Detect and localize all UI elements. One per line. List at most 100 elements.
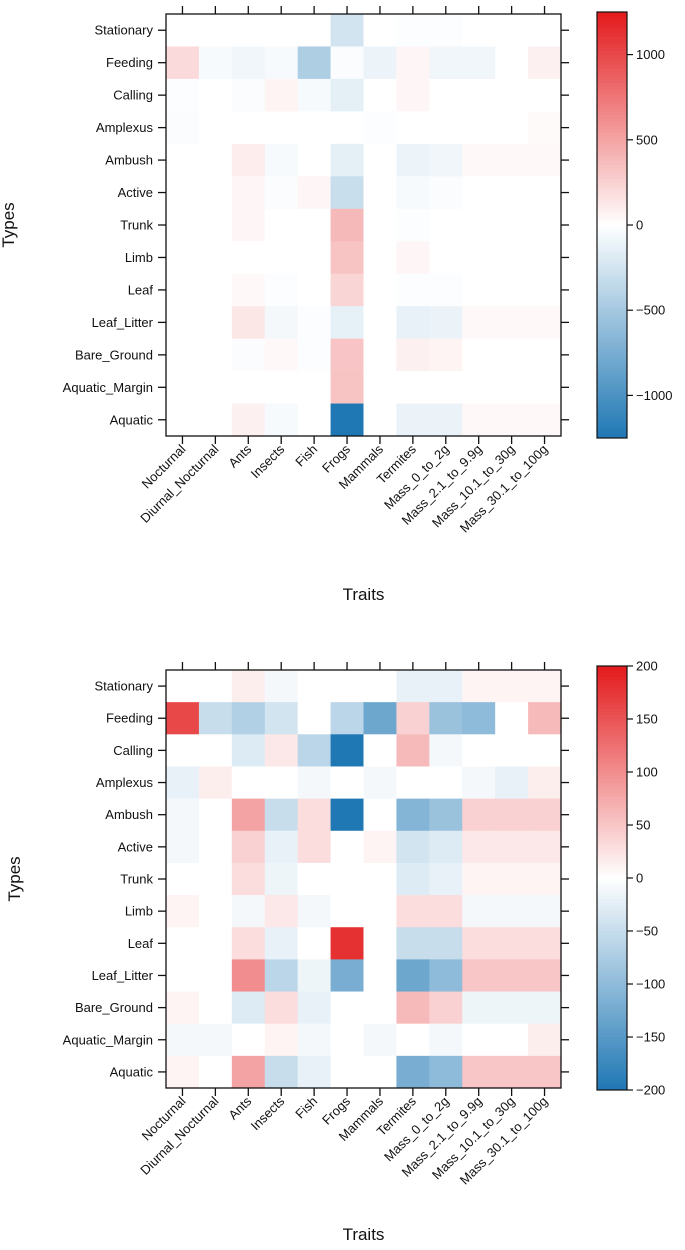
heatmap-cell [363, 338, 397, 372]
heatmap-cell [264, 338, 299, 372]
heatmap-cell [396, 176, 430, 210]
colorbar-segment [597, 384, 627, 389]
colorbar-segment [597, 754, 627, 759]
colorbar-segment [597, 902, 627, 907]
heatmap-cell [363, 403, 397, 437]
heatmap-cell [264, 862, 299, 896]
heatmap-cell [198, 830, 233, 864]
heatmap-cell [264, 78, 299, 112]
heatmap-cell [396, 403, 430, 437]
heatmap-cell [297, 143, 332, 177]
heatmap-cell [231, 959, 266, 993]
heatmap-cell [330, 111, 364, 145]
heatmap-cell [297, 176, 332, 210]
heatmap-cell [166, 702, 200, 735]
heatmap-cell [166, 895, 200, 928]
colorbar-segment [597, 402, 627, 407]
colorbar-segment [597, 274, 627, 279]
colorbar-segment [597, 1026, 627, 1031]
colorbar-segment [597, 296, 627, 300]
heatmap-cell [297, 273, 332, 307]
colorbar-segment [597, 796, 627, 801]
heatmap-cell [166, 338, 200, 372]
heatmap-cell [231, 1023, 266, 1057]
colorbar-segment [597, 927, 627, 932]
heatmap-cell [462, 927, 496, 960]
colorbar-segment [597, 846, 627, 851]
colorbar-segment [597, 810, 627, 815]
heatmap-cell [198, 959, 233, 993]
heatmap-cell [429, 46, 463, 80]
heatmap-cell [297, 991, 332, 1025]
heatmap-cell [264, 670, 299, 703]
colorbar-segment [597, 22, 627, 27]
colorbar-segment [597, 267, 627, 272]
heatmap-cell [396, 927, 430, 960]
colorbar-segment [597, 288, 627, 293]
y-tick-label: Calling [113, 88, 153, 103]
colorbar-segment [597, 416, 627, 421]
colorbar-segment [597, 310, 627, 315]
heatmap-cell [495, 143, 529, 177]
heatmap-cell [528, 959, 562, 993]
colorbar-segment [597, 832, 627, 836]
heatmap-cell [198, 176, 233, 210]
colorbar-segment [597, 239, 627, 244]
colorbar-segment [597, 1044, 627, 1048]
heatmap-cell [495, 14, 529, 47]
heatmap-cell [198, 306, 233, 340]
heatmap-cell [231, 798, 266, 832]
colorbar-segment [597, 980, 627, 985]
colorbar-segment [597, 129, 627, 134]
colorbar-segment [597, 51, 627, 55]
heatmap-cell [495, 338, 529, 372]
heatmap-cell [297, 241, 332, 275]
colorbar-segment [597, 779, 627, 783]
heatmap-cell [330, 830, 364, 864]
heatmap-cell [528, 403, 562, 437]
colorbar-segment [597, 430, 627, 435]
heatmap-cell [495, 734, 529, 767]
colorbar-segment [597, 920, 627, 925]
heatmap-cell [198, 338, 233, 372]
heatmap-cell [495, 766, 529, 800]
colorbar-segment [597, 19, 627, 24]
colorbar-segment [597, 895, 627, 900]
colorbar-segment [597, 29, 627, 34]
heatmap-cell [264, 702, 299, 735]
heatmap-cell [231, 862, 266, 896]
heatmap-cell [528, 111, 562, 145]
heatmap-cell [330, 176, 364, 210]
heatmap-cell [462, 702, 496, 735]
colorbar-segment [597, 12, 627, 16]
colorbar-segment [597, 58, 627, 63]
colorbar-segment [597, 285, 627, 290]
colorbar-segment [597, 157, 627, 162]
y-tick-label: Feeding [106, 55, 153, 70]
colorbar-tick-label: 500 [636, 132, 658, 147]
colorbar-segment [597, 100, 627, 105]
colorbar-segment [597, 242, 627, 247]
colorbar-segment [597, 694, 627, 699]
colorbar-segment [597, 775, 627, 780]
heatmap-cell [462, 273, 496, 307]
heatmap-cell [363, 702, 397, 735]
colorbar-segment [597, 849, 627, 854]
colorbar-segment [597, 690, 627, 695]
heatmap-cell [264, 1023, 299, 1057]
colorbar-segment [597, 324, 627, 329]
heatmap-cell [462, 143, 496, 177]
heatmap-cell [462, 241, 496, 275]
heatmap-cell [166, 46, 200, 80]
heatmap-cell [264, 959, 299, 993]
heatmap-cell [330, 991, 364, 1025]
heatmap-cell [495, 670, 529, 703]
colorbar-segment [597, 899, 627, 904]
heatmap-cell [528, 991, 562, 1025]
heatmap-cell [363, 830, 397, 864]
heatmap-cell [363, 273, 397, 307]
heatmap-cell [264, 14, 299, 47]
colorbar-segment [597, 342, 627, 347]
heatmap-cell [330, 78, 364, 112]
colorbar-segment [597, 860, 627, 865]
